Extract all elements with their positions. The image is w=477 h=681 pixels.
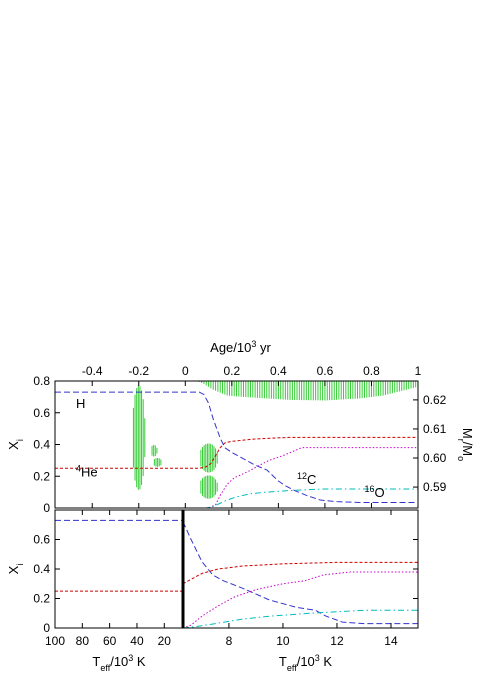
top-right-y-tick-label: 0.62 (423, 393, 447, 407)
bottom-y-tick-label: 0.6 (33, 533, 50, 547)
bottom-right-x-tick-label: 8 (226, 634, 233, 648)
bottom-left-x-axis-label: Teff/103 K (92, 653, 146, 673)
top-x-tick-label: -0.2 (128, 364, 149, 378)
abundance-line-right (182, 609, 418, 628)
bottom-left-x-tick-label: 80 (76, 634, 90, 648)
bottom-y-tick-label: 0 (43, 621, 50, 635)
top-y-tick-label: 0.2 (33, 469, 50, 483)
abundance-line (55, 436, 418, 469)
convection-zone (200, 475, 218, 499)
top-y-axis-label: Xi (6, 439, 25, 450)
top-right-y-axis-label: Mr/Mo (456, 428, 475, 461)
top-x-tick-label: 0.8 (363, 364, 380, 378)
top-y-tick-label: 0 (43, 501, 50, 515)
abundance-line-right (182, 571, 418, 628)
bottom-right-x-axis-label: Teff/103 K (279, 653, 333, 673)
bottom-right-x-tick-label: 14 (384, 634, 398, 648)
bottom-left-x-tick-label: 100 (45, 634, 65, 648)
top-y-tick-label: 0.8 (33, 374, 50, 388)
top-x-tick-label: 0.4 (270, 364, 287, 378)
bottom-panel: 0 0.2 0.4 0.6 100 80 60 40 20 8 10 12 14 Xi Teff/103 K… (6, 509, 419, 673)
bottom-left-x-tick-label: 40 (130, 634, 144, 648)
outer-convection-zone (198, 381, 418, 401)
abundance-line-right (182, 561, 418, 585)
species-label: 16O (364, 484, 384, 500)
bottom-left-x-tick-label: 60 (103, 634, 117, 648)
top-right-y-tick-label: 0.60 (423, 451, 447, 465)
bottom-plot-area (55, 519, 418, 628)
bottom-right-x-tick-label: 12 (330, 634, 344, 648)
top-x-tick-label: -0.4 (82, 364, 103, 378)
convection-zone (151, 444, 158, 457)
top-x-tick-label: 0.2 (224, 364, 241, 378)
bottom-right-x-tick-label: 10 (276, 634, 290, 648)
species-label: 4He (76, 463, 98, 479)
bottom-y-tick-label: 0.2 (33, 592, 50, 606)
top-panel: -0.4 -0.2 0 0.2 0.4 0.6 0.8 1 0 0.2 0.4 0.6 0.8 0.59 0… (6, 339, 475, 515)
top-x-axis-label: Age/103 yr (210, 339, 271, 355)
convection-zone (153, 458, 162, 467)
abundance-line (55, 447, 418, 508)
abundance-line (55, 391, 418, 503)
top-right-y-tick-label: 0.59 (423, 480, 447, 494)
abundance-line-right (182, 521, 418, 625)
top-x-tick-label: 0.6 (317, 364, 334, 378)
top-x-tick-label: 1 (415, 364, 422, 378)
convection-zone (132, 385, 146, 490)
top-y-tick-label: 0.4 (33, 438, 50, 452)
bottom-y-axis-label: Xi (6, 564, 25, 575)
top-y-tick-label: 0.6 (33, 406, 50, 420)
bottom-y-tick-label: 0.4 (33, 562, 50, 576)
top-plot-area (55, 381, 418, 508)
species-label: H (76, 396, 85, 411)
species-label: 12C (297, 471, 316, 487)
bottom-left-x-tick-label: 20 (158, 634, 172, 648)
top-x-tick-label: 0 (182, 364, 189, 378)
top-right-y-tick-label: 0.61 (423, 422, 447, 436)
